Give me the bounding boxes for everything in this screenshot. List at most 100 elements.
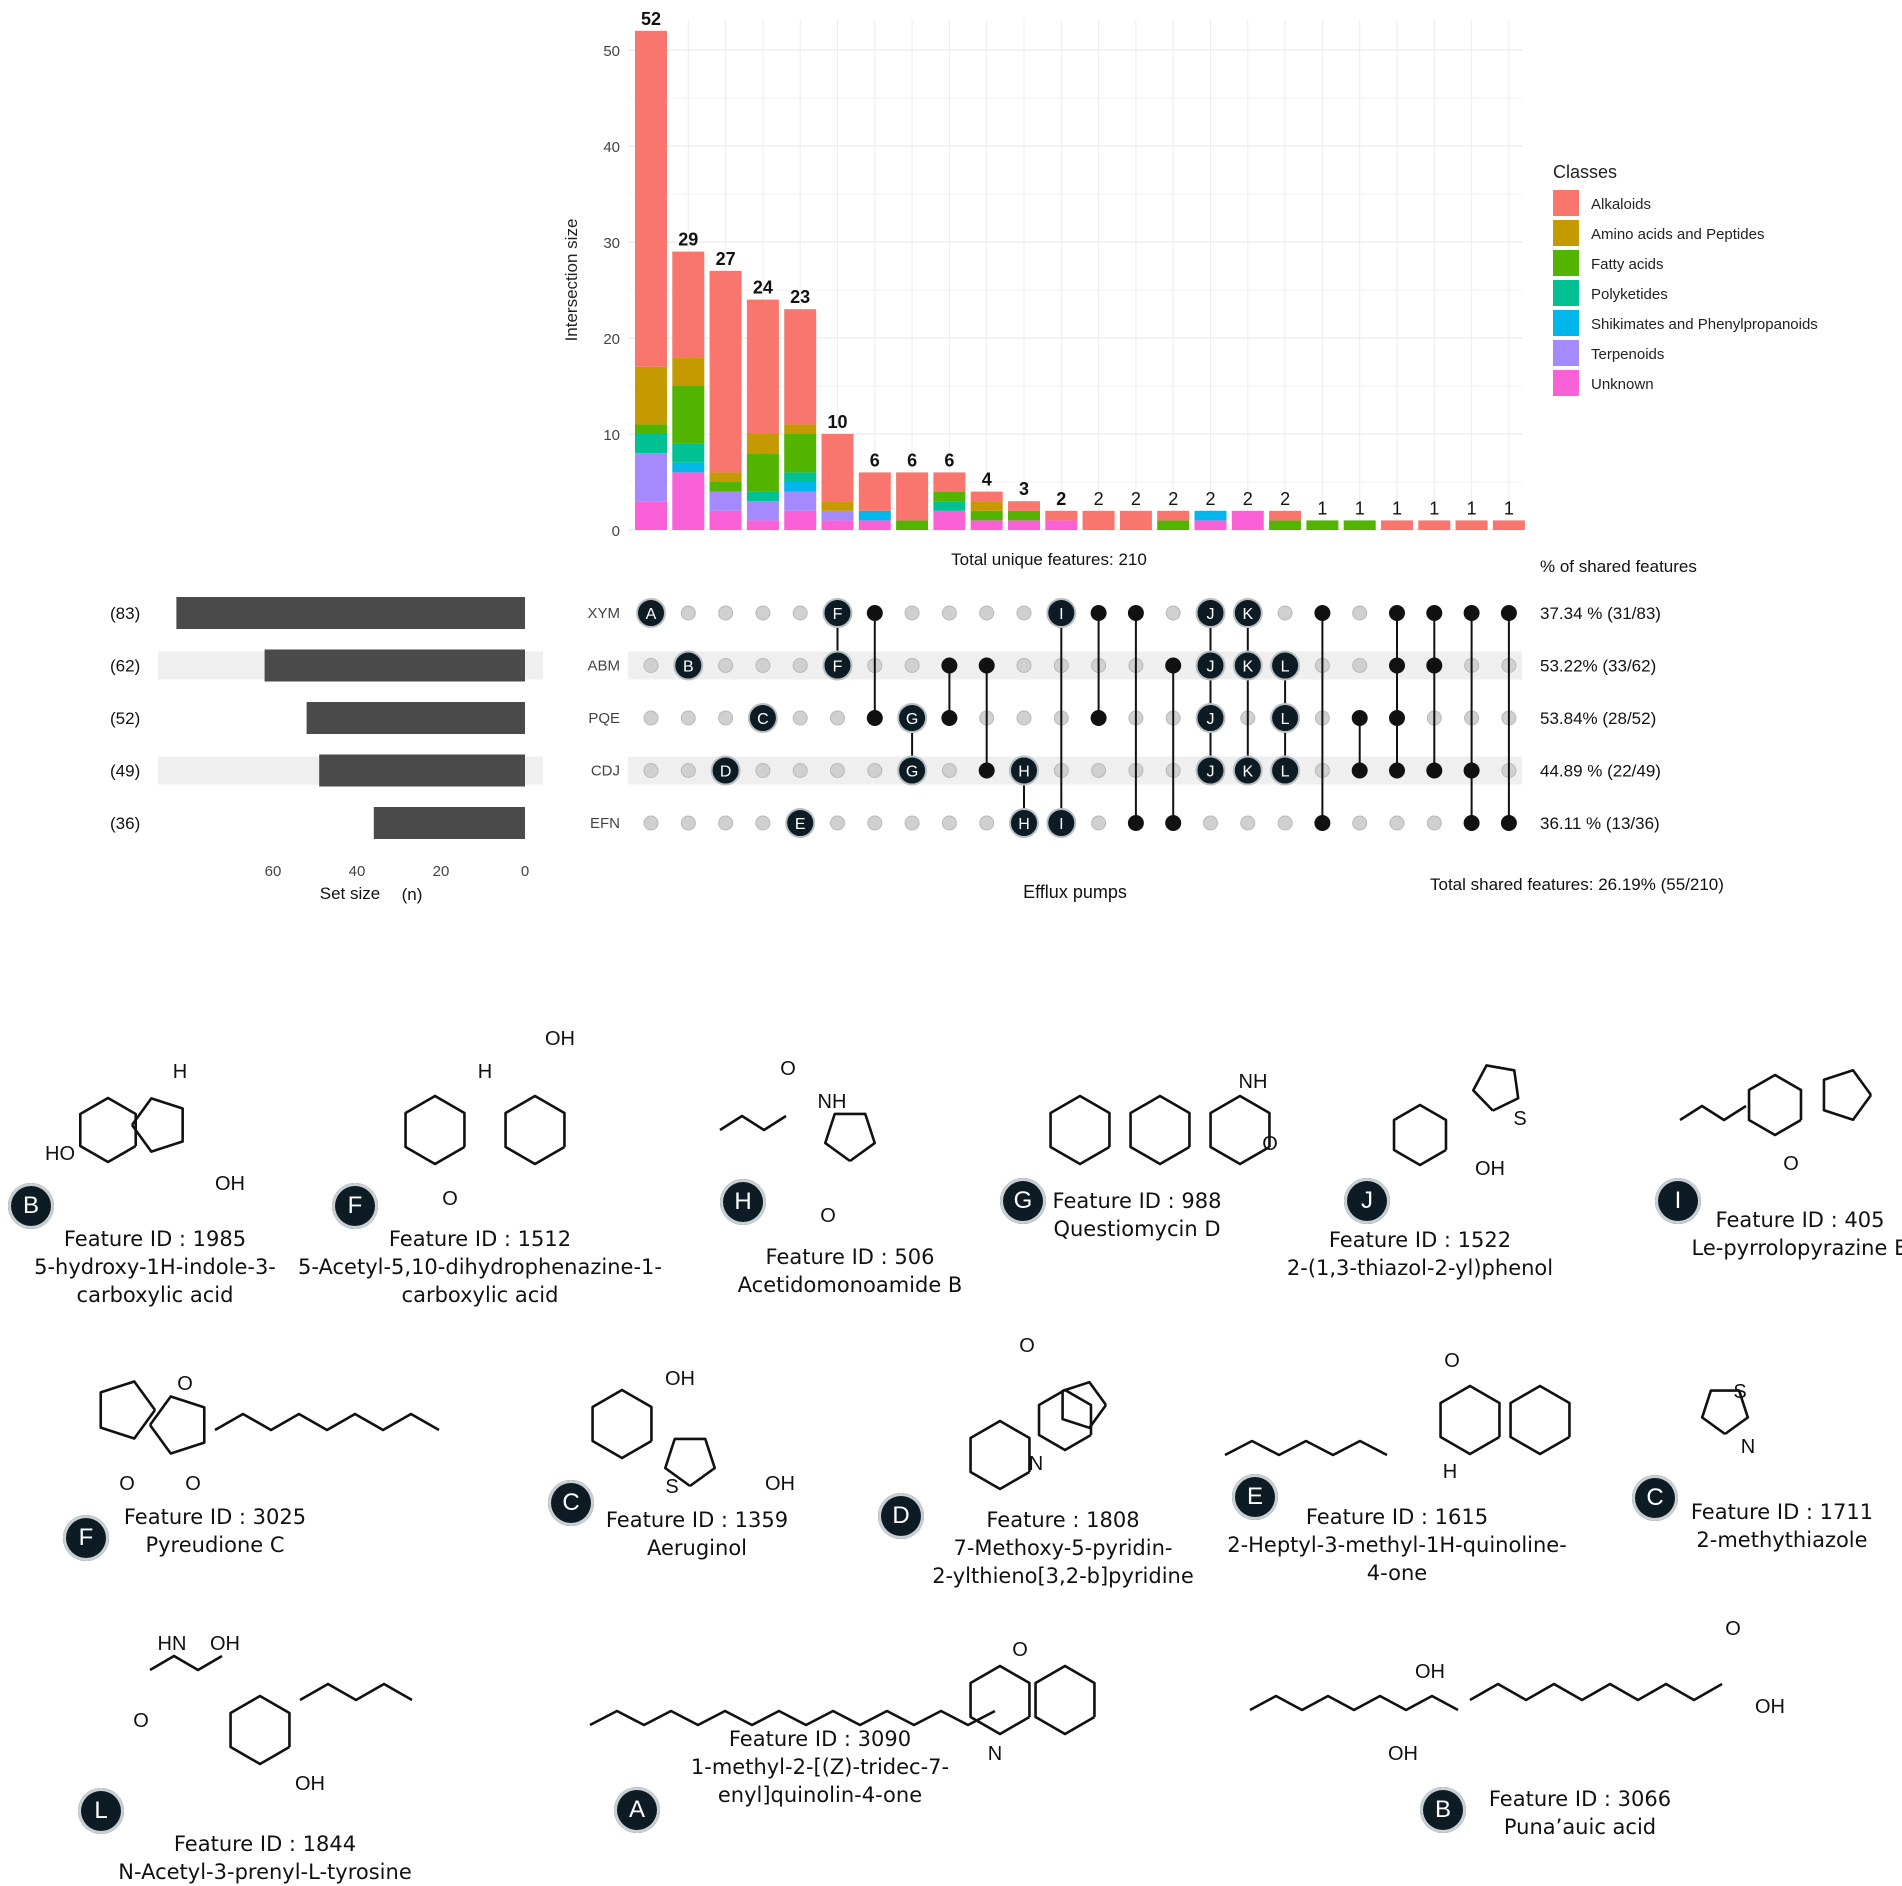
matrix-badge-letter: I (1059, 606, 1063, 623)
matrix-badge (1195, 703, 1226, 733)
ring-bond (1392, 1103, 1448, 1167)
bar-segment (709, 482, 742, 492)
bar-segment (746, 453, 779, 492)
bar-segment (746, 491, 779, 502)
bar-total-label: 4 (982, 470, 992, 490)
matrix-badge-letter: L (1281, 711, 1290, 728)
matrix-dot-empty (941, 763, 957, 778)
compound-badge: C (548, 1480, 594, 1526)
matrix-dot-empty (1352, 815, 1368, 831)
matrix-dot-empty (1016, 658, 1032, 673)
compound-badge: C (1632, 1475, 1678, 1521)
matrix-dot-filled (1314, 815, 1331, 831)
bar-segment (821, 501, 854, 511)
y-axis-label: Intersection size (562, 219, 581, 342)
compound-caption: Feature ID : 3090 1-methyl-2-[(Z)-tridec-… (590, 1725, 1050, 1809)
atom-label: H (478, 1061, 492, 1083)
feature-id-label: Feature ID : 1844 (173, 1832, 357, 1856)
compound-name: Pyreudione C (145, 1533, 285, 1557)
compound-caption: Feature ID : 1711 2-methythiazole (1552, 1498, 1902, 1554)
compound-name: 2-ylthieno[3,2-b]pyridine (932, 1564, 1194, 1588)
legend-label: Amino acids and Peptides (1591, 226, 1764, 243)
pct-shared-value: 37.34 % (31/83) (1540, 604, 1661, 623)
bar-segment (933, 501, 966, 511)
matrix-dot-empty (792, 710, 808, 726)
ring-bond (504, 1094, 566, 1166)
bar-segment (1269, 510, 1302, 521)
matrix-badge (822, 598, 853, 628)
compound-name: carboxylic acid (401, 1283, 559, 1307)
matrix-badge (1270, 703, 1301, 733)
matrix-badge-letter: J (1207, 711, 1215, 728)
y-tick-label: 40 (603, 139, 620, 156)
bar-total-label: 10 (827, 412, 847, 432)
compound-caption: Feature : 1808 7-Methoxy-5-pyridin- 2-ylth… (833, 1506, 1293, 1590)
bar-segment (635, 434, 667, 454)
compound-name: 4-one (1366, 1561, 1428, 1585)
matrix-dot-empty (1091, 815, 1107, 831)
ring-bond (823, 1112, 877, 1163)
matrix-badge (1009, 755, 1039, 786)
bar-segment (672, 462, 705, 473)
matrix-dot-empty (1240, 815, 1256, 831)
bar-total-label: 2 (1205, 489, 1215, 509)
bar-segment (1157, 520, 1190, 530)
matrix-dot-empty (1016, 605, 1032, 621)
matrix-dot-empty (792, 763, 808, 778)
compound-name: 1-methyl-2-[(Z)-tridec-7- (690, 1755, 950, 1779)
matrix-badge (1046, 808, 1077, 838)
matrix-dot-empty (643, 710, 659, 726)
ring-bond (148, 1395, 206, 1455)
compound-caption: Feature ID : 3066 Puna’auic acid (1350, 1785, 1810, 1841)
matrix-dot-empty (867, 763, 883, 778)
bar-total-label: 24 (753, 278, 773, 298)
legend-title: Classes (1553, 162, 1617, 182)
matrix-dot-empty (1426, 815, 1442, 831)
matrix-dot-filled (1500, 605, 1517, 621)
bar-segment (784, 424, 817, 434)
ring-bond (404, 1094, 466, 1166)
bar-total-label: 27 (716, 249, 736, 269)
bar-segment (970, 491, 1003, 502)
matrix-dot-empty (755, 605, 771, 621)
matrix-dot-filled (1314, 605, 1331, 621)
compound-badge: B (8, 1183, 54, 1229)
matrix-dot-empty (792, 658, 808, 673)
matrix-badge (1232, 755, 1263, 786)
ring-bond (130, 1097, 184, 1153)
bar-segment (821, 434, 854, 502)
matrix-badge-letter: G (906, 711, 918, 728)
total-shared-label: Total shared features: 26.19% (55/210) (1430, 875, 1724, 894)
set-size-bar (373, 807, 525, 839)
atom-label: OH (1388, 1743, 1418, 1765)
legend-swatch (1553, 250, 1579, 276)
y-tick-label: 0 (612, 523, 620, 540)
pct-shared-value: 44.89 % (22/49) (1540, 762, 1661, 781)
matrix-dot-empty (755, 815, 771, 831)
bar-segment (635, 366, 667, 425)
matrix-badge (1195, 650, 1226, 681)
chain-bond (1224, 1439, 1388, 1457)
ring-bond (1034, 1664, 1096, 1736)
atom-label: O (1725, 1618, 1741, 1640)
ring-bond (1509, 1384, 1571, 1456)
matrix-badge (1232, 598, 1263, 628)
pct-shared-value: 53.22% (33/62) (1540, 657, 1656, 676)
bar-segment (635, 501, 667, 530)
matrix-dot-empty (867, 815, 883, 831)
chain-bond (214, 1412, 440, 1432)
set-size-label: (49) (110, 762, 140, 781)
bar-segment (1455, 520, 1488, 530)
ring-bond (591, 1388, 653, 1460)
bar-segment (1008, 510, 1040, 521)
matrix-dot-filled (1090, 710, 1107, 726)
atom-label: OH (295, 1773, 325, 1795)
compound-caption: Feature ID : 1512 5-Acetyl-5,10-dihydroph… (250, 1225, 710, 1309)
matrix-dot-empty (755, 763, 771, 778)
compound-badge: G (1000, 1178, 1046, 1224)
feature-id-label: Feature ID : 1522 (1328, 1228, 1512, 1252)
row-stripe (628, 651, 1522, 680)
bar-segment (746, 520, 779, 530)
ring-bond (1439, 1384, 1501, 1456)
